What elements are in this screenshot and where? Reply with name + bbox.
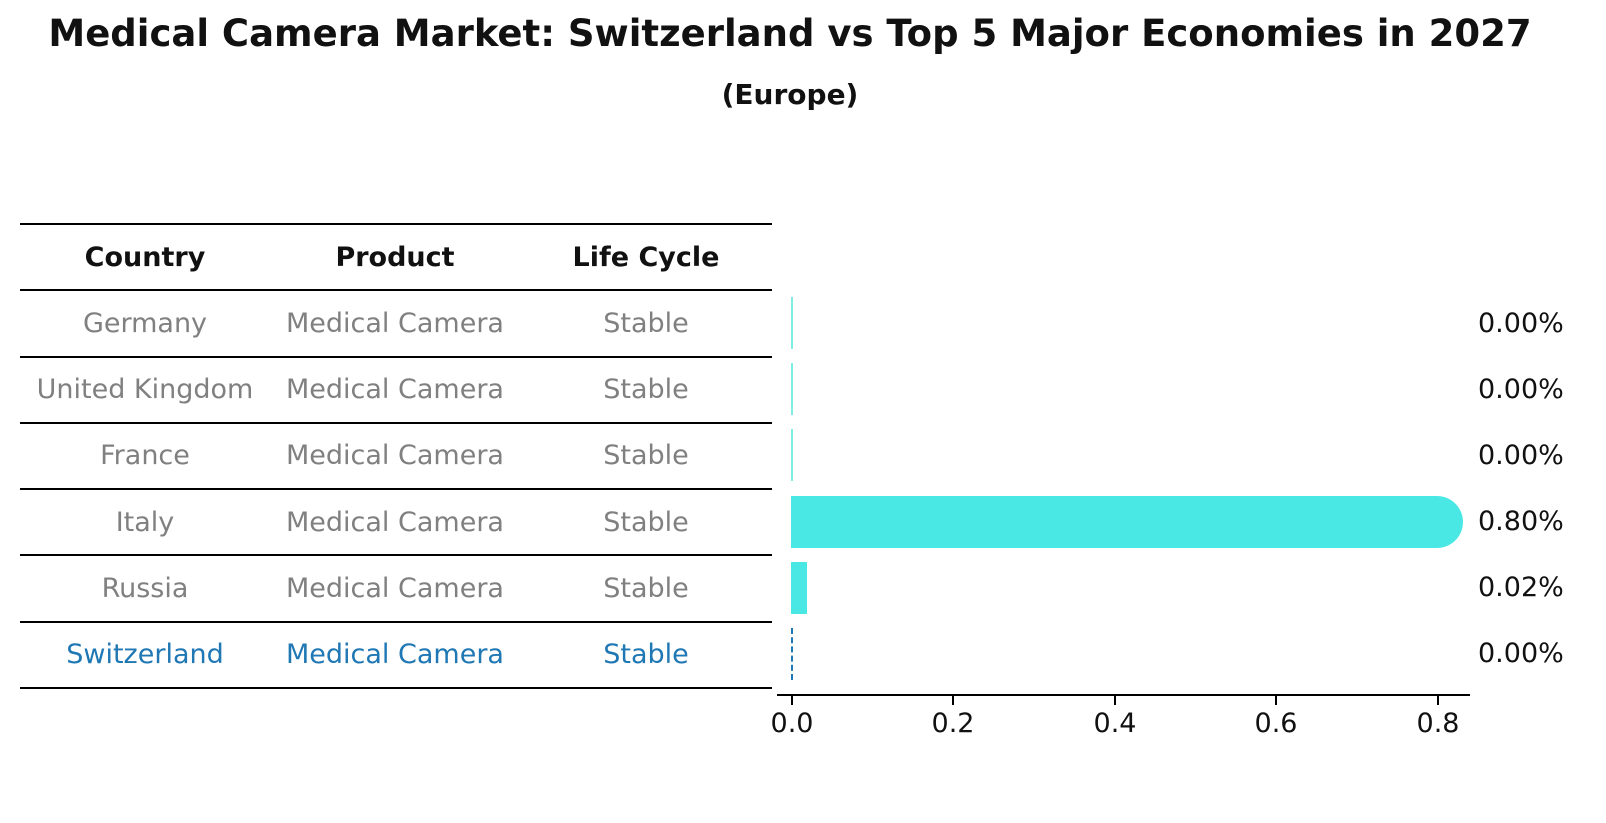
- table-header-row: Country Product Life Cycle: [20, 225, 772, 292]
- product-cell: Medical Camera: [286, 506, 504, 538]
- bar-germany: [791, 297, 793, 350]
- product-cell: Medical Camera: [286, 307, 504, 339]
- table-row: Germany Medical Camera Stable: [20, 291, 772, 358]
- product-cell: Medical Camera: [286, 440, 504, 472]
- life-cycle-cell: Stable: [603, 374, 689, 406]
- column-header-product: Product: [335, 241, 455, 273]
- bar-row: [791, 422, 1491, 488]
- bar-row: [791, 489, 1491, 555]
- column-header-life-cycle: Life Cycle: [572, 241, 720, 273]
- value-label-france: 0.00%: [1478, 439, 1564, 471]
- country-cell: Germany: [82, 307, 208, 339]
- value-label-germany: 0.00%: [1478, 307, 1564, 339]
- x-axis-line: [777, 694, 1470, 696]
- country-cell: United Kingdom: [36, 374, 254, 406]
- x-tick: [791, 696, 793, 705]
- value-label-russia: 0.02%: [1478, 572, 1564, 604]
- country-cell: Switzerland: [66, 639, 224, 671]
- bar-plot-area: [791, 290, 1491, 687]
- country-cell: Italy: [115, 506, 175, 538]
- x-tick-label: 0.4: [1093, 708, 1137, 739]
- product-cell: Medical Camera: [286, 639, 504, 671]
- life-cycle-cell: Stable: [603, 573, 689, 605]
- chart-subtitle: (Europe): [721, 78, 859, 111]
- x-tick: [952, 696, 954, 705]
- country-table: Country Product Life Cycle Germany Medic…: [20, 223, 772, 689]
- bar-row: [791, 621, 1491, 687]
- x-tick: [1114, 696, 1116, 705]
- chart-title: Medical Camera Market: Switzerland vs To…: [48, 12, 1532, 55]
- x-tick: [1275, 696, 1277, 705]
- x-tick-label: 0.2: [931, 708, 975, 739]
- bar-switzerland: [791, 627, 793, 680]
- value-label-column: 0.00% 0.00% 0.00% 0.80% 0.02% 0.00%: [1478, 290, 1573, 687]
- x-tick: [1437, 696, 1439, 705]
- x-tick-label: 0.6: [1254, 708, 1298, 739]
- value-label-united-kingdom: 0.00%: [1478, 373, 1564, 405]
- product-cell: Medical Camera: [286, 374, 504, 406]
- life-cycle-cell: Stable: [603, 639, 689, 671]
- column-header-country: Country: [84, 241, 206, 273]
- bar-row: [791, 555, 1491, 621]
- life-cycle-cell: Stable: [603, 307, 689, 339]
- bar-italy: [791, 495, 1463, 548]
- product-cell: Medical Camera: [286, 573, 504, 605]
- life-cycle-cell: Stable: [603, 440, 689, 472]
- bar-russia: [791, 561, 808, 614]
- table-row: Switzerland Medical Camera Stable: [20, 623, 772, 689]
- bar-france: [791, 429, 793, 482]
- value-label-switzerland: 0.00%: [1478, 638, 1564, 670]
- x-tick-label: 0.0: [770, 708, 814, 739]
- country-cell: France: [100, 440, 190, 472]
- value-label-italy: 0.80%: [1478, 506, 1564, 538]
- country-cell: Russia: [101, 573, 189, 605]
- table-row: France Medical Camera Stable: [20, 424, 772, 491]
- table-row: United Kingdom Medical Camera Stable: [20, 358, 772, 424]
- table-row: Italy Medical Camera Stable: [20, 490, 772, 557]
- bar-united-kingdom: [791, 363, 793, 416]
- bar-row: [791, 290, 1491, 356]
- bar-row: [791, 356, 1491, 422]
- x-tick-label: 0.8: [1416, 708, 1460, 739]
- life-cycle-cell: Stable: [603, 506, 689, 538]
- table-row: Russia Medical Camera Stable: [20, 556, 772, 623]
